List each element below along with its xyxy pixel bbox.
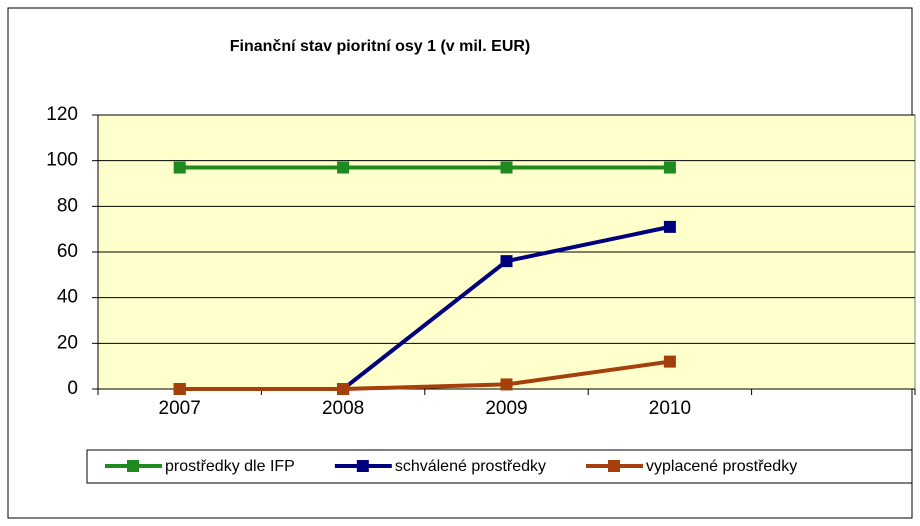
marker	[663, 161, 676, 174]
series-line	[179, 359, 671, 391]
y-tick-label: 0	[67, 378, 78, 399]
x-tick-label: 2010	[649, 398, 691, 419]
legend-label: schválené prostředky	[395, 458, 546, 475]
y-tick-label: 20	[57, 332, 78, 353]
y-tick-label: 100	[46, 150, 78, 171]
y-tick-label: 120	[46, 104, 78, 125]
marker	[337, 383, 350, 395]
legend-box	[86, 449, 913, 484]
y-tick-label: 60	[57, 241, 78, 262]
marker	[500, 161, 513, 174]
marker	[663, 220, 676, 233]
y-tick-label: 80	[57, 195, 78, 216]
legend-marker	[127, 460, 139, 472]
marker	[337, 161, 350, 174]
x-tick-label: 2007	[159, 398, 201, 419]
legend-marker	[356, 460, 369, 472]
marker	[663, 355, 676, 368]
marker	[173, 383, 186, 395]
legend-marker	[608, 460, 621, 472]
legend-label: vyplacené prostředky	[646, 458, 797, 475]
marker	[500, 255, 513, 268]
y-tick-label: 40	[57, 287, 78, 308]
marker	[173, 161, 186, 174]
marker	[500, 378, 513, 391]
legend-label: prostředky dle IFP	[165, 458, 295, 475]
x-tick-label: 2009	[485, 398, 527, 419]
x-tick-label: 2008	[322, 398, 364, 419]
chart-title: Finanční stav pioritní osy 1 (v mil. EUR…	[230, 38, 531, 55]
